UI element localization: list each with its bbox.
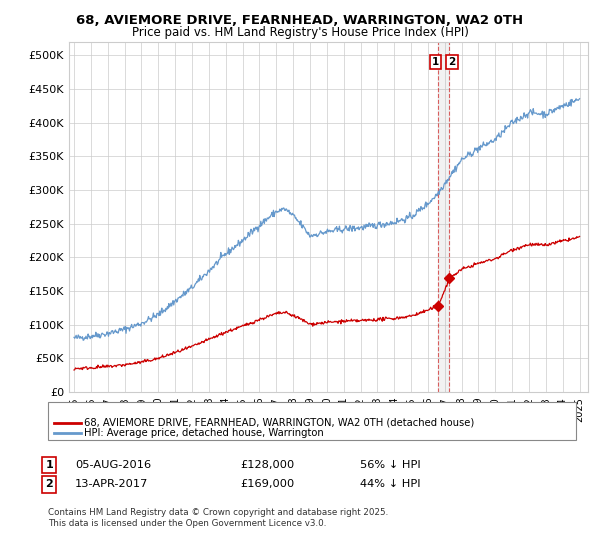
Text: Price paid vs. HM Land Registry's House Price Index (HPI): Price paid vs. HM Land Registry's House … [131, 26, 469, 39]
Text: 44% ↓ HPI: 44% ↓ HPI [360, 479, 421, 489]
Text: £169,000: £169,000 [240, 479, 294, 489]
Text: 13-APR-2017: 13-APR-2017 [75, 479, 148, 489]
Text: 2: 2 [448, 57, 455, 67]
Text: 68, AVIEMORE DRIVE, FEARNHEAD, WARRINGTON, WA2 0TH: 68, AVIEMORE DRIVE, FEARNHEAD, WARRINGTO… [76, 14, 524, 27]
Text: HPI: Average price, detached house, Warrington: HPI: Average price, detached house, Warr… [84, 428, 324, 438]
Text: 1: 1 [46, 460, 53, 470]
Text: £128,000: £128,000 [240, 460, 294, 470]
Text: Contains HM Land Registry data © Crown copyright and database right 2025.
This d: Contains HM Land Registry data © Crown c… [48, 508, 388, 528]
Text: 05-AUG-2016: 05-AUG-2016 [75, 460, 151, 470]
Text: 1: 1 [432, 57, 439, 67]
Text: 68, AVIEMORE DRIVE, FEARNHEAD, WARRINGTON, WA2 0TH (detached house): 68, AVIEMORE DRIVE, FEARNHEAD, WARRINGTO… [84, 418, 474, 428]
Text: 56% ↓ HPI: 56% ↓ HPI [360, 460, 421, 470]
Bar [438, 42, 449, 392]
Text: 2: 2 [46, 479, 53, 489]
